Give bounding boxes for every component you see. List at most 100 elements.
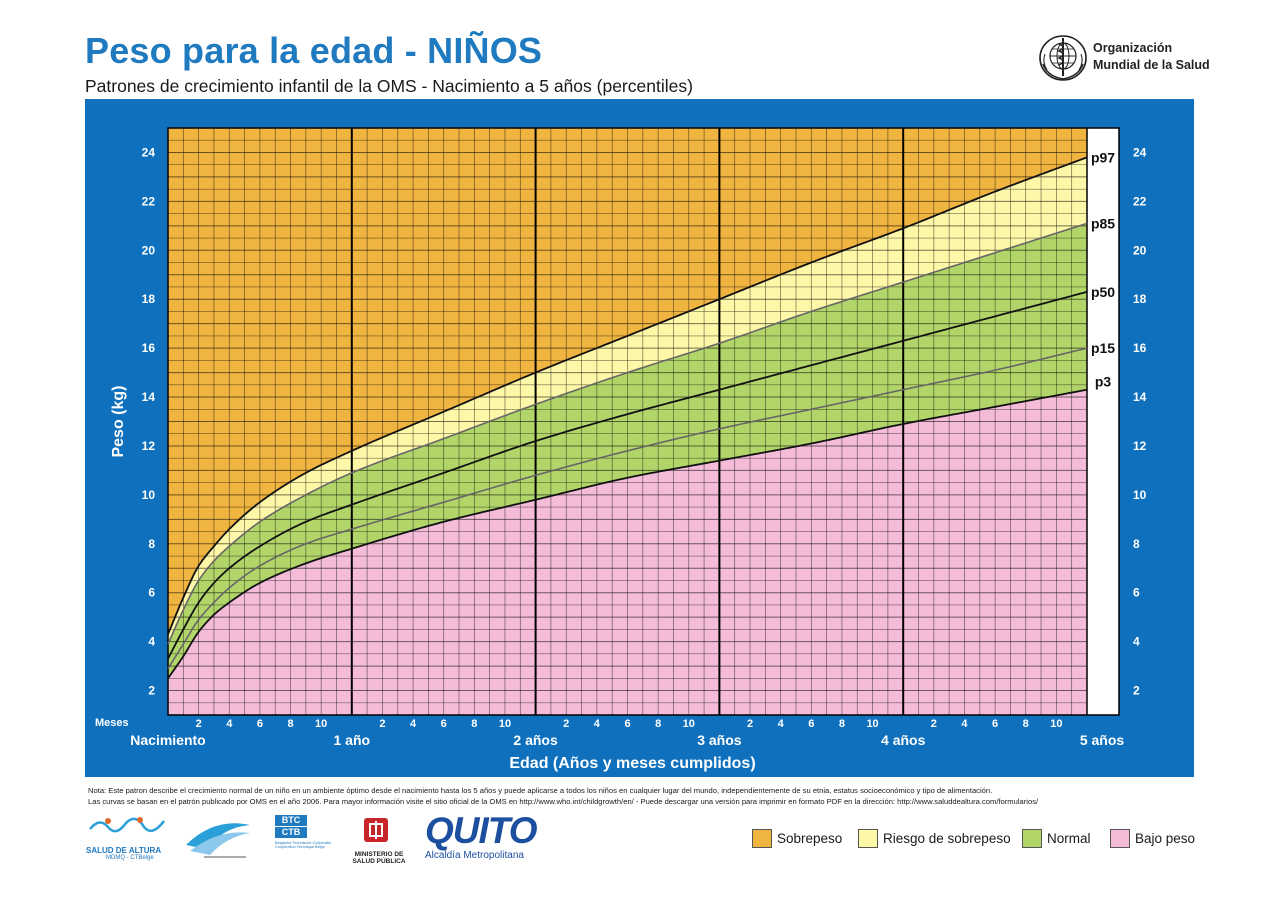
legend-swatch-normal — [1022, 829, 1042, 848]
month-tick-label: 2 — [379, 718, 385, 730]
percentile-label-column — [1087, 128, 1119, 715]
who-org-name: Organización Mundial de la Salud — [1093, 40, 1210, 74]
series-line-p15 — [167, 347, 1088, 669]
series-label-p15: p15 — [1091, 340, 1115, 356]
month-tick-label: 10 — [683, 718, 695, 730]
month-tick-label: 10 — [315, 718, 327, 730]
who-org-line2: Mundial de la Salud — [1093, 58, 1210, 72]
year-label: 3 años — [697, 732, 742, 748]
chart-panel: p97 p85 p50 p15 p3 2 2 4 4 6 6 8 8 10 10 12 12 14 14 16 16 18… — [85, 99, 1194, 777]
ministerio-emblem-icon — [364, 818, 388, 842]
month-tick-label: 2 — [563, 718, 569, 730]
y-tick-label-left: 12 — [142, 439, 156, 453]
quito-logo: QUITO Alcaldía Metropolitana — [425, 810, 538, 864]
page-subtitle: Patrones de crecimiento infantil de la O… — [85, 76, 693, 96]
who-org-line1: Organización — [1093, 41, 1173, 55]
legend-label-sobrepeso: Sobrepeso — [777, 831, 843, 846]
who-emblem-icon — [1039, 35, 1087, 81]
y-tick-label-left: 6 — [148, 586, 155, 600]
grid — [168, 128, 1087, 715]
series-line-p50 — [167, 291, 1088, 660]
month-tick-label: 8 — [839, 718, 845, 730]
month-tick-label: 2 — [931, 718, 937, 730]
footnote: Nota: Este patron describe el crecimient… — [88, 785, 1038, 807]
btc-bottom: CTB — [275, 827, 307, 838]
ministerio-salud-logo: MINISTERIO DE SALUD PÚBLICA — [348, 816, 410, 866]
series-label-p85: p85 — [1091, 215, 1115, 231]
y-tick-label-right: 4 — [1133, 635, 1140, 649]
y-tick-label-left: 10 — [142, 488, 156, 502]
month-tick-label: 6 — [808, 718, 814, 730]
month-tick-label: 4 — [410, 718, 417, 730]
legend-swatch-riesgo — [858, 829, 878, 848]
month-tick-label: 6 — [624, 718, 630, 730]
partner-wave-logo — [184, 815, 254, 865]
chart-frame — [167, 127, 1120, 716]
y-tick-label-right: 10 — [1133, 488, 1147, 502]
legend-swatch-sobrepeso — [752, 829, 772, 848]
btc-top: BTC — [275, 815, 307, 826]
y-tick-label-left: 4 — [148, 635, 155, 649]
year-label: 4 años — [881, 732, 926, 748]
month-tick-label: 4 — [778, 718, 785, 730]
footnote-line1: Nota: Este patron describe el crecimient… — [88, 786, 993, 795]
month-tick-label: 10 — [499, 718, 511, 730]
y-tick-label-right: 6 — [1133, 586, 1140, 600]
y-tick-label-right: 16 — [1133, 341, 1147, 355]
x-axis-label: Edad (Años y meses cumplidos) — [509, 755, 755, 772]
month-tick-label: 6 — [441, 718, 447, 730]
month-tick-label: 8 — [471, 718, 477, 730]
partner-wave-icon — [186, 823, 250, 858]
y-tick-label-left: 14 — [142, 390, 156, 404]
month-tick-label: 2 — [747, 718, 753, 730]
month-tick-label: 8 — [1023, 718, 1029, 730]
quito-name: QUITO — [425, 810, 538, 851]
y-tick-label-right: 12 — [1133, 439, 1147, 453]
ministerio-line2: DE — [394, 851, 404, 858]
y-tick-label-left: 16 — [142, 341, 156, 355]
y-tick-label-right: 20 — [1133, 243, 1147, 257]
year-label: 5 años — [1080, 732, 1125, 748]
month-tick-label: 8 — [287, 718, 293, 730]
y-tick-label-right: 24 — [1133, 145, 1147, 159]
ministerio-line1: MINISTERIO — [354, 851, 393, 858]
y-tick-label-left: 18 — [142, 292, 156, 306]
year-label: 1 año — [334, 732, 371, 748]
month-tick-label: 6 — [257, 718, 263, 730]
btc-sub1: Belgische Technische Coöperatie — [275, 841, 332, 845]
salud-de-altura-name: SALUD DE ALTURA — [86, 846, 162, 855]
series-label-p97: p97 — [1091, 149, 1115, 165]
btc-sub2: Coopération Technique Belge — [275, 845, 325, 849]
month-tick-label: 2 — [196, 718, 202, 730]
series-label-p50: p50 — [1091, 284, 1115, 300]
y-tick-label-right: 8 — [1133, 537, 1140, 551]
legend-label-bajo-peso: Bajo peso — [1135, 831, 1196, 846]
month-tick-label: 10 — [1050, 718, 1062, 730]
y-tick-label-left: 24 — [142, 145, 156, 159]
y-tick-label-right: 22 — [1133, 194, 1147, 208]
month-tick-label: 4 — [594, 718, 601, 730]
y-tick-label-right: 14 — [1133, 390, 1147, 404]
y-tick-label-right: 18 — [1133, 292, 1147, 306]
page-title: Peso para la edad - NIÑOS — [85, 30, 543, 71]
month-tick-label: 6 — [992, 718, 998, 730]
series-label-p3: p3 — [1095, 374, 1112, 390]
series-line-p97 — [167, 156, 1088, 635]
month-tick-label: 4 — [961, 718, 968, 730]
year-label: Nacimiento — [130, 732, 205, 748]
month-tick-label: 4 — [226, 718, 233, 730]
btc-ctb-logo: BTC CTB Belgische Technische Coöperatie … — [275, 815, 345, 865]
y-tick-label-left: 22 — [142, 194, 156, 208]
y-tick-label-right: 2 — [1133, 684, 1140, 698]
series-line-p85 — [167, 222, 1088, 645]
y-tick-label-left: 20 — [142, 243, 156, 257]
legend-label-normal: Normal — [1047, 831, 1091, 846]
salud-de-altura-logo: SALUD DE ALTURA MDMQ - CTBelge — [86, 815, 168, 865]
salud-de-altura-sub: MDMQ - CTBelge — [106, 855, 154, 861]
month-tick-label: 8 — [655, 718, 661, 730]
ministerio-text: MINISTERIO DE SALUD PÚBLICA — [348, 851, 410, 865]
legend-swatch-bajo-peso — [1110, 829, 1130, 848]
salud-de-altura-figure-icon — [89, 817, 165, 833]
y-tick-label-left: 2 — [148, 684, 155, 698]
